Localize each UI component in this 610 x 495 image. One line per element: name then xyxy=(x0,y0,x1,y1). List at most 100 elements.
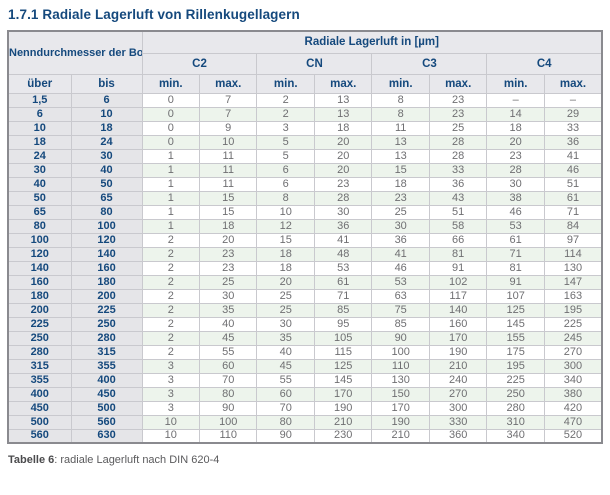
value-cell: 1 xyxy=(141,148,201,164)
bore-to-cell: 500 xyxy=(70,400,143,416)
table-row: 400 450 3 80 60 170 150 270 250 380 xyxy=(7,386,603,402)
value-cell: 71 xyxy=(543,204,603,220)
value-cell: 61 xyxy=(543,190,603,206)
value-cell: 90 xyxy=(198,400,258,416)
value-cell: 36 xyxy=(313,218,373,234)
value-cell: 105 xyxy=(313,330,373,346)
value-cell: 170 xyxy=(371,400,430,416)
value-cell: – xyxy=(486,92,545,108)
value-cell: 55 xyxy=(256,372,315,388)
value-cell: 33 xyxy=(428,162,488,178)
bore-to-cell: 315 xyxy=(70,344,143,360)
value-cell: 15 xyxy=(256,232,315,248)
value-cell: 3 xyxy=(141,358,201,374)
caption-label: Tabelle 6 xyxy=(8,454,55,466)
value-cell: 36 xyxy=(428,176,488,192)
value-cell: 36 xyxy=(543,134,603,150)
value-cell: 33 xyxy=(543,120,603,136)
value-cell: 520 xyxy=(543,428,603,444)
value-cell: 225 xyxy=(543,316,603,332)
value-cell: 10 xyxy=(198,134,258,150)
value-cell: 110 xyxy=(198,428,258,444)
bore-to-cell: 65 xyxy=(70,190,143,206)
table-row: 315 355 3 60 45 125 110 210 195 300 xyxy=(7,358,603,374)
value-cell: 340 xyxy=(486,428,545,444)
value-cell: 20 xyxy=(313,148,373,164)
bore-over-cell: 250 xyxy=(7,330,72,346)
value-cell: 13 xyxy=(313,92,373,108)
value-cell: 45 xyxy=(198,330,258,346)
value-cell: 2 xyxy=(256,92,315,108)
bore-to-cell: 355 xyxy=(70,358,143,374)
col-header-max: max. xyxy=(198,73,258,94)
value-cell: 11 xyxy=(198,176,258,192)
bore-over-cell: 200 xyxy=(7,302,72,318)
table-row: 225 250 2 40 30 95 85 160 145 225 xyxy=(7,316,603,332)
bore-over-cell: 225 xyxy=(7,316,72,332)
value-cell: 115 xyxy=(313,344,373,360)
bore-to-cell: 100 xyxy=(70,218,143,234)
value-cell: 41 xyxy=(371,246,430,262)
value-cell: 12 xyxy=(256,218,315,234)
value-cell: 46 xyxy=(543,162,603,178)
value-cell: 38 xyxy=(486,190,545,206)
value-cell: 0 xyxy=(141,92,201,108)
value-cell: 10 xyxy=(141,414,201,430)
table-body: 1,5 6 0 7 2 13 8 23– –6 10 0 7 2 13 8 23 14 29 10 18 0 9 3 18 11… xyxy=(7,92,603,444)
bore-to-cell: 50 xyxy=(70,176,143,192)
bore-over-cell: 450 xyxy=(7,400,72,416)
value-cell: 300 xyxy=(543,358,603,374)
value-cell: 51 xyxy=(428,204,488,220)
value-cell: 470 xyxy=(543,414,603,430)
value-cell: 5 xyxy=(256,148,315,164)
value-cell: 53 xyxy=(313,260,373,276)
value-cell: 14 xyxy=(486,106,545,122)
value-cell: 23 xyxy=(371,190,430,206)
value-cell: 240 xyxy=(428,372,488,388)
value-cell: 60 xyxy=(198,358,258,374)
value-cell: 23 xyxy=(486,148,545,164)
value-cell: 75 xyxy=(371,302,430,318)
value-cell: 58 xyxy=(428,218,488,234)
value-cell: 28 xyxy=(428,134,488,150)
bore-over-cell: 140 xyxy=(7,260,72,276)
bore-to-cell: 30 xyxy=(70,148,143,164)
bore-over-cell: 10 xyxy=(7,120,72,136)
value-cell: 2 xyxy=(141,274,201,290)
value-cell: 20 xyxy=(313,162,373,178)
value-cell: 175 xyxy=(486,344,545,360)
value-cell: 30 xyxy=(371,218,430,234)
table-row: 500 560 10 100 80 210 190 330 310 470 xyxy=(7,414,603,430)
value-cell: 310 xyxy=(486,414,545,430)
value-cell: 60 xyxy=(256,386,315,402)
value-cell: 18 xyxy=(256,260,315,276)
value-cell: 90 xyxy=(371,330,430,346)
bore-to-cell: 400 xyxy=(70,372,143,388)
bore-over-cell: 1,5 xyxy=(7,92,72,108)
bore-to-cell: 225 xyxy=(70,302,143,318)
col-header-min: min. xyxy=(486,73,545,94)
value-cell: 0 xyxy=(141,106,201,122)
value-cell: 420 xyxy=(543,400,603,416)
value-cell: 245 xyxy=(543,330,603,346)
value-cell: 330 xyxy=(428,414,488,430)
table-row: 30 40 1 11 6 20 15 33 28 46 xyxy=(7,162,603,178)
value-cell: 85 xyxy=(371,316,430,332)
value-cell: 6 xyxy=(256,162,315,178)
col-header-over: über xyxy=(7,73,72,94)
value-cell: 1 xyxy=(141,176,201,192)
value-cell: 95 xyxy=(313,316,373,332)
value-cell: 48 xyxy=(313,246,373,262)
value-cell: 102 xyxy=(428,274,488,290)
bore-to-cell: 80 xyxy=(70,204,143,220)
table-row: 160 180 2 25 20 61 53 102 91 147 xyxy=(7,274,603,290)
bore-to-cell: 630 xyxy=(70,428,143,444)
table-row: 250 280 2 45 35 105 90 170 155 245 xyxy=(7,330,603,346)
value-cell: 15 xyxy=(371,162,430,178)
bore-to-cell: 200 xyxy=(70,288,143,304)
value-cell: 250 xyxy=(486,386,545,402)
value-cell: 81 xyxy=(428,246,488,262)
value-cell: 55 xyxy=(198,344,258,360)
value-cell: 3 xyxy=(141,386,201,402)
bore-to-cell: 24 xyxy=(70,134,143,150)
